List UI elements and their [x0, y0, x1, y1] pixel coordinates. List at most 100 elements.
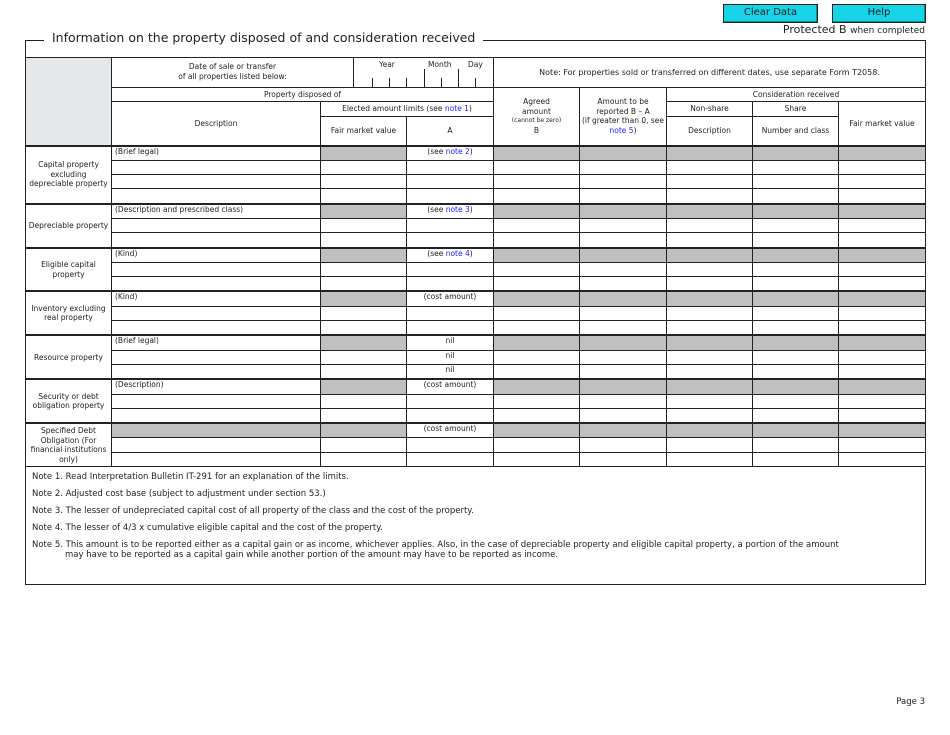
number-class-cell[interactable]	[752, 261, 839, 278]
a-cell[interactable]	[406, 217, 494, 234]
amount-reported-cell[interactable]	[579, 320, 667, 336]
number-class-cell[interactable]	[752, 276, 839, 292]
number-class-cell[interactable]	[752, 188, 839, 205]
description-cell[interactable]: (Kind)	[111, 246, 321, 263]
agreed-amount-cell[interactable]	[493, 217, 580, 234]
description-cell[interactable]	[111, 217, 321, 234]
a-cell[interactable]: (cost amount)	[406, 378, 494, 395]
ns-description-cell[interactable]	[666, 232, 753, 249]
description-cell[interactable]	[111, 393, 321, 409]
number-class-cell[interactable]	[752, 174, 839, 190]
fmv-cell[interactable]	[320, 232, 407, 249]
ns-description-cell[interactable]	[666, 363, 753, 380]
fmv-consideration-cell[interactable]	[837, 349, 927, 365]
fmv-cell[interactable]	[320, 437, 407, 453]
number-class-cell[interactable]	[752, 217, 839, 234]
agreed-amount-cell[interactable]	[493, 159, 580, 176]
fmv-cell[interactable]	[320, 188, 407, 205]
a-cell[interactable]	[406, 261, 494, 278]
a-cell[interactable]	[406, 305, 494, 322]
fmv-cell[interactable]	[320, 349, 407, 365]
a-cell[interactable]	[406, 174, 494, 190]
description-cell[interactable]	[111, 305, 321, 322]
note-5-link[interactable]: note 5	[609, 125, 634, 135]
ns-description-cell[interactable]	[666, 437, 753, 453]
ns-description-cell[interactable]	[666, 393, 753, 409]
help-button[interactable]: Help	[832, 4, 926, 23]
number-class-cell[interactable]	[752, 437, 839, 453]
ns-description-cell[interactable]	[666, 320, 753, 336]
date-field[interactable]: Year Month Day	[354, 59, 493, 87]
ns-description-cell[interactable]	[666, 174, 753, 190]
a-cell[interactable]: (see note 4)	[406, 246, 494, 263]
fmv-consideration-cell[interactable]	[837, 188, 927, 205]
fmv-cell[interactable]	[320, 261, 407, 278]
agreed-amount-cell[interactable]	[493, 320, 580, 336]
a-cell[interactable]: (see note 3)	[406, 202, 494, 219]
description-cell[interactable]: (Brief legal)	[111, 334, 321, 351]
agreed-amount-cell[interactable]	[493, 276, 580, 292]
agreed-amount-cell[interactable]	[493, 261, 580, 278]
agreed-amount-cell[interactable]	[493, 437, 580, 453]
a-cell[interactable]	[406, 451, 494, 468]
fmv-consideration-cell[interactable]	[837, 437, 927, 453]
note-link[interactable]: note 4	[445, 248, 470, 258]
agreed-amount-cell[interactable]	[493, 407, 580, 424]
amount-reported-cell[interactable]	[579, 276, 667, 292]
ns-description-cell[interactable]	[666, 276, 753, 292]
amount-reported-cell[interactable]	[579, 232, 667, 249]
description-cell[interactable]	[111, 320, 321, 336]
fmv-consideration-cell[interactable]	[837, 393, 927, 409]
a-cell[interactable]: nil	[406, 349, 494, 365]
fmv-cell[interactable]	[320, 363, 407, 380]
a-cell[interactable]: (cost amount)	[406, 290, 494, 307]
amount-reported-cell[interactable]	[579, 407, 667, 424]
description-cell[interactable]	[111, 451, 321, 468]
number-class-cell[interactable]	[752, 320, 839, 336]
a-cell[interactable]	[406, 393, 494, 409]
agreed-amount-cell[interactable]	[493, 363, 580, 380]
note-link[interactable]: note 2	[445, 146, 470, 156]
description-cell[interactable]	[111, 174, 321, 190]
amount-reported-cell[interactable]	[579, 393, 667, 409]
description-cell[interactable]	[111, 261, 321, 278]
fmv-consideration-cell[interactable]	[837, 305, 927, 322]
description-cell[interactable]: (Brief legal)	[111, 144, 321, 161]
a-cell[interactable]	[406, 159, 494, 176]
number-class-cell[interactable]	[752, 159, 839, 176]
a-cell[interactable]	[406, 188, 494, 205]
fmv-cell[interactable]	[320, 305, 407, 322]
ns-description-cell[interactable]	[666, 349, 753, 365]
amount-reported-cell[interactable]	[579, 261, 667, 278]
ns-description-cell[interactable]	[666, 305, 753, 322]
ns-description-cell[interactable]	[666, 159, 753, 176]
fmv-cell[interactable]	[320, 320, 407, 336]
clear-data-button[interactable]: Clear Data	[723, 4, 818, 23]
fmv-consideration-cell[interactable]	[837, 159, 927, 176]
description-cell[interactable]	[111, 407, 321, 424]
a-cell[interactable]: (cost amount)	[406, 422, 494, 439]
a-cell[interactable]	[406, 407, 494, 424]
fmv-cell[interactable]	[320, 159, 407, 176]
ns-description-cell[interactable]	[666, 217, 753, 234]
agreed-amount-cell[interactable]	[493, 232, 580, 249]
amount-reported-cell[interactable]	[579, 349, 667, 365]
description-cell[interactable]: (Description and prescribed class)	[111, 202, 321, 219]
fmv-cell[interactable]	[320, 217, 407, 234]
description-cell[interactable]	[111, 276, 321, 292]
note-1-link[interactable]: note 1	[444, 104, 469, 114]
fmv-consideration-cell[interactable]	[837, 232, 927, 249]
a-cell[interactable]	[406, 232, 494, 249]
number-class-cell[interactable]	[752, 232, 839, 249]
amount-reported-cell[interactable]	[579, 363, 667, 380]
number-class-cell[interactable]	[752, 393, 839, 409]
fmv-consideration-cell[interactable]	[837, 217, 927, 234]
description-cell[interactable]	[111, 363, 321, 380]
number-class-cell[interactable]	[752, 349, 839, 365]
description-cell[interactable]: (Kind)	[111, 290, 321, 307]
a-cell[interactable]: nil	[406, 334, 494, 351]
fmv-consideration-cell[interactable]	[837, 363, 927, 380]
agreed-amount-cell[interactable]	[493, 393, 580, 409]
amount-reported-cell[interactable]	[579, 217, 667, 234]
fmv-consideration-cell[interactable]	[837, 451, 927, 468]
